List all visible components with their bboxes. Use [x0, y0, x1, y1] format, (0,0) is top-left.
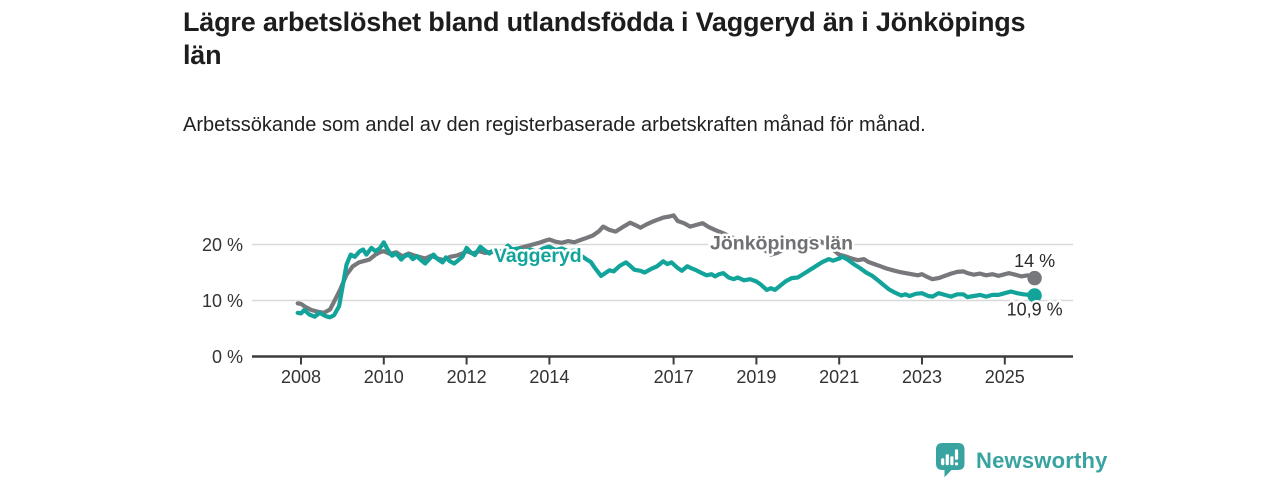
x-tick-label: 2017: [654, 367, 694, 387]
series-label: Jönköpings län: [710, 233, 853, 255]
chart-title: Lägre arbetslöshet bland utlandsfödda i …: [183, 7, 1026, 70]
y-tick-label: 0 %: [212, 347, 243, 367]
y-tick-label: 10 %: [202, 291, 243, 311]
x-tick-label: 2008: [281, 367, 321, 387]
x-tick-label: 2010: [364, 367, 404, 387]
chart-subtitle: Arbetssökande som andel av den registerb…: [183, 114, 926, 136]
series-end-value-label: 14 %: [1014, 251, 1055, 271]
newsworthy-logo: Newsworthy: [936, 443, 1108, 478]
series-label: Vaggeryd: [494, 245, 582, 267]
x-tick-label: 2012: [447, 367, 487, 387]
newsworthy-logo-text: Newsworthy: [976, 447, 1108, 473]
y-tick-label: 20 %: [202, 235, 243, 255]
bar-chart-glyph: [941, 449, 959, 466]
x-tick-label: 2021: [819, 367, 859, 387]
newsworthy-logo-icon: [936, 443, 965, 478]
x-tick-label: 2025: [985, 367, 1025, 387]
series-end-dot: [1027, 270, 1042, 286]
series-line-vaggeryd: [295, 240, 1037, 320]
x-tick-label: 2014: [529, 367, 569, 387]
x-tick-label: 2023: [902, 367, 942, 387]
speech-bubble-shape: [936, 443, 965, 478]
x-tick-label: 2019: [736, 367, 776, 387]
series-end-dot: [1027, 288, 1042, 303]
series-end-value-label: 10,9 %: [1007, 299, 1063, 319]
